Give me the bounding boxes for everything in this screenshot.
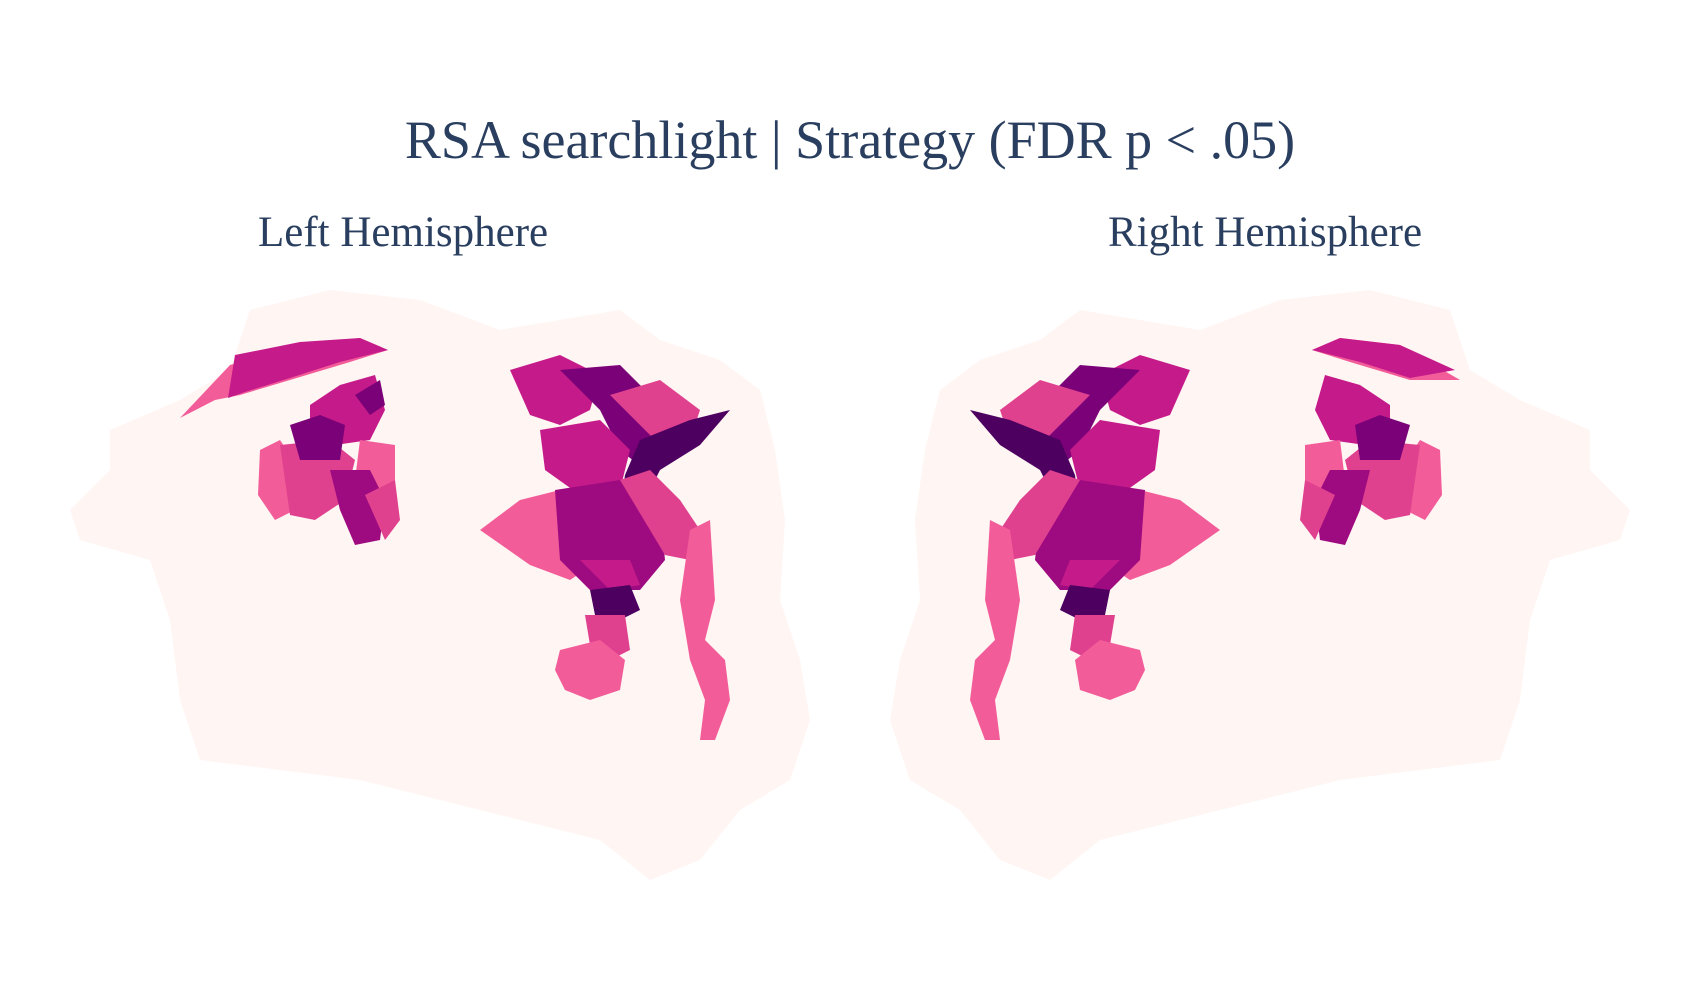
cluster-region: [580, 560, 640, 590]
cluster-region: [1060, 560, 1120, 590]
left-hemisphere-title: Left Hemisphere: [258, 209, 549, 256]
cluster-region: [1355, 415, 1410, 460]
cluster-region: [1300, 480, 1335, 540]
cluster-region: [970, 520, 1020, 740]
cluster-region: [330, 470, 385, 545]
right-hemisphere-flatmap: [890, 290, 1630, 880]
cluster-region: [540, 420, 630, 495]
cluster-region: [1070, 420, 1160, 495]
cluster-region: [555, 640, 625, 700]
cluster-region: [1315, 470, 1370, 545]
cluster-region: [1000, 470, 1080, 560]
left-significant-clusters: [180, 338, 730, 740]
cluster-region: [1075, 640, 1145, 700]
cluster-region: [365, 480, 400, 540]
cluster-region: [290, 415, 345, 460]
right-hemisphere-title: Right Hemisphere: [1108, 209, 1423, 256]
cluster-region: [590, 585, 640, 620]
cluster-region: [355, 380, 385, 415]
left-hemisphere-flatmap: [70, 290, 810, 880]
cluster-region: [228, 338, 388, 398]
cluster-region: [1312, 338, 1455, 378]
cluster-region: [620, 470, 700, 560]
figure-title: RSA searchlight | Strategy (FDR p < .05): [404, 110, 1296, 170]
right-significant-clusters: [970, 338, 1460, 740]
cluster-region: [1060, 585, 1110, 620]
cluster-region: [680, 520, 730, 740]
